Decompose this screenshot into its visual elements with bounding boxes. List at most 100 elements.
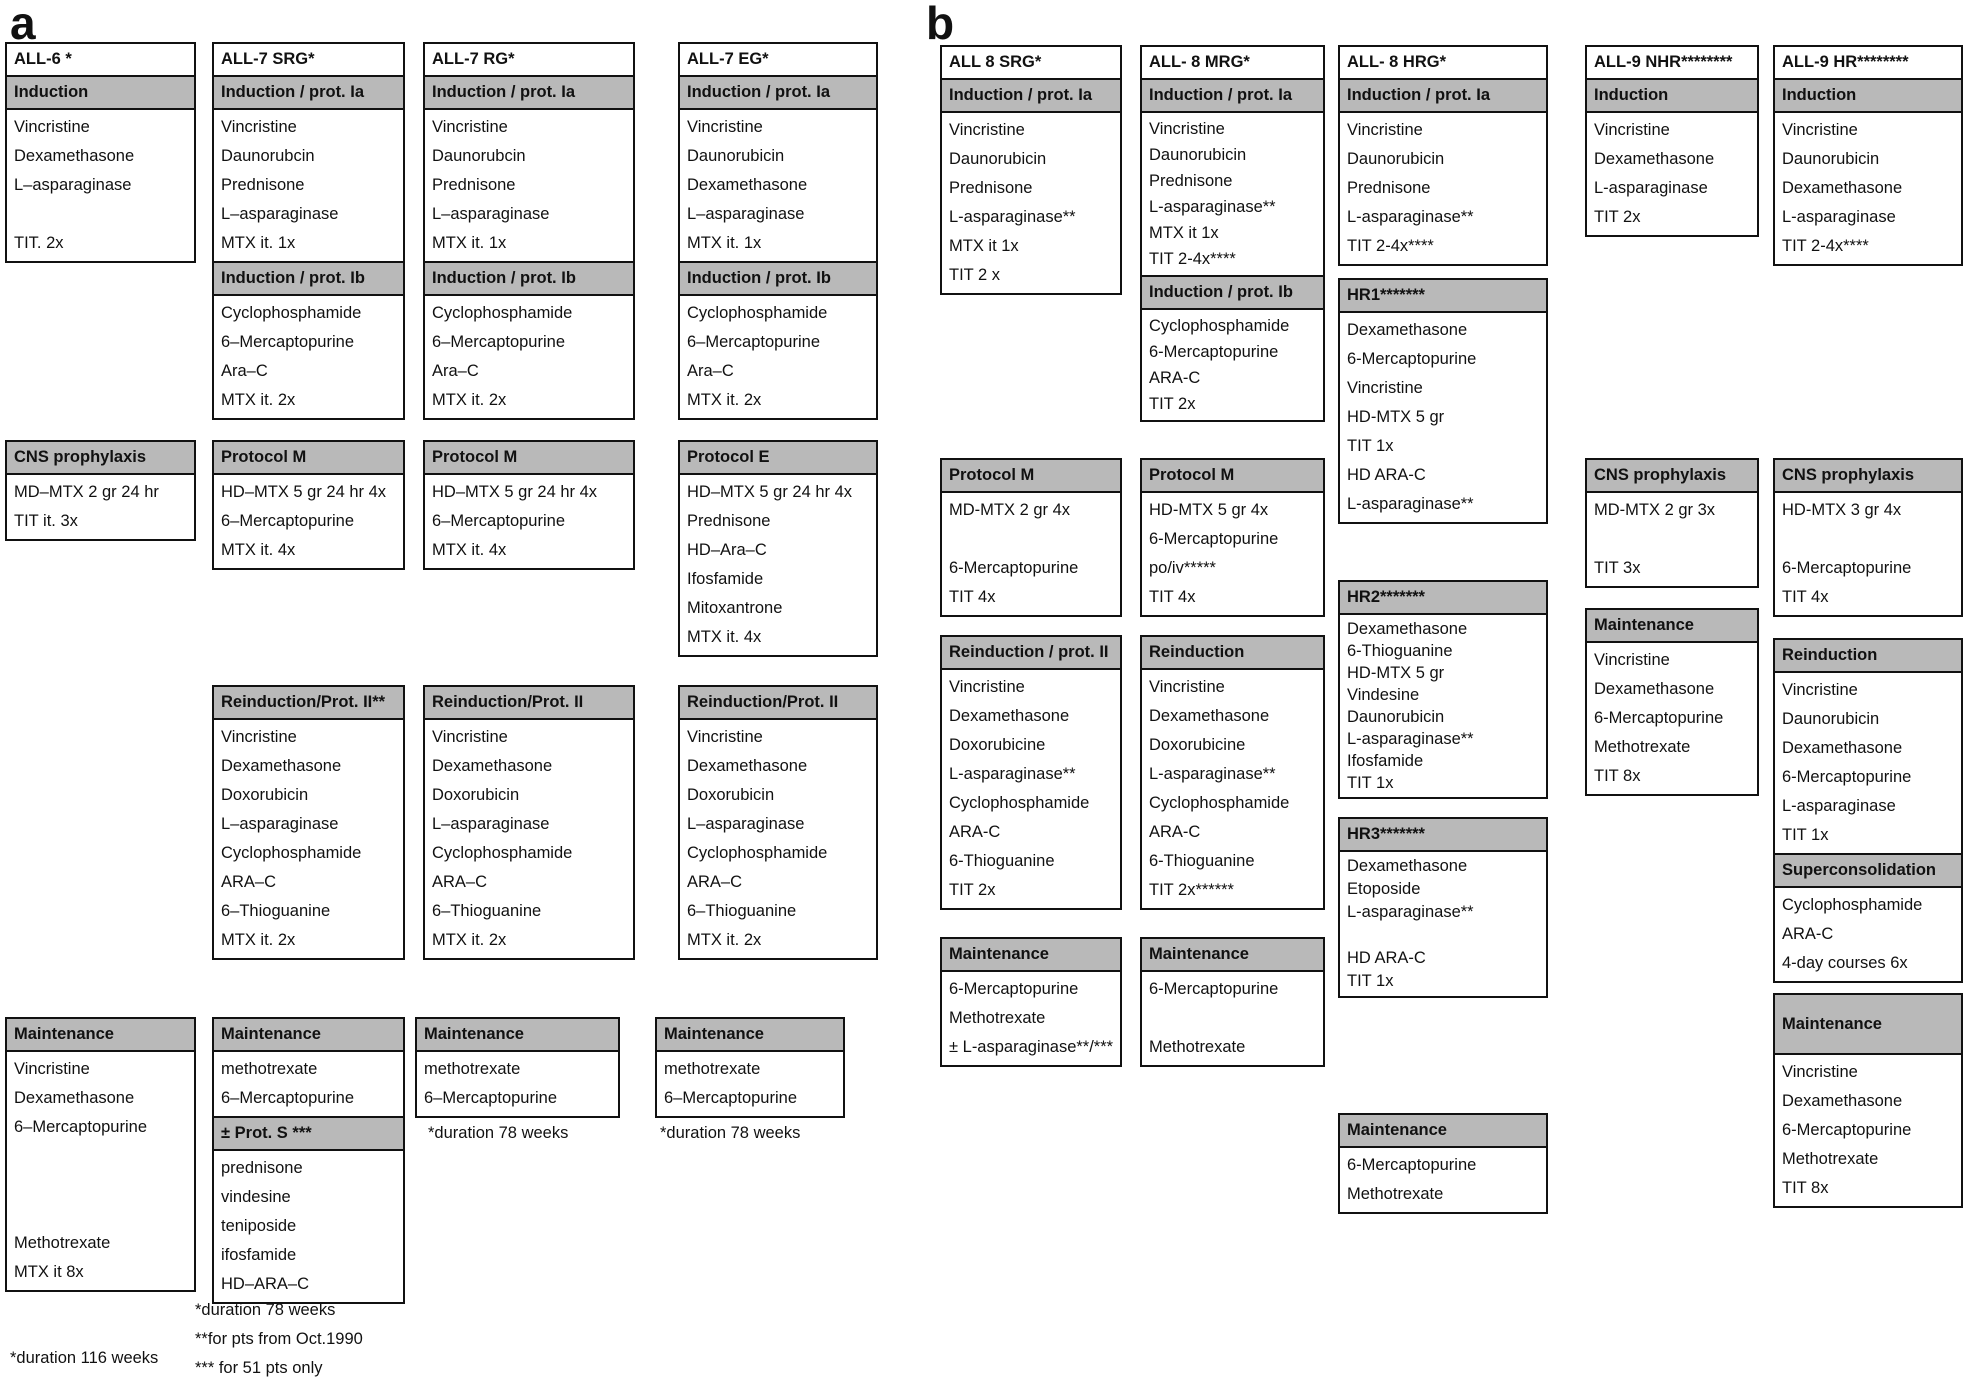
drug-row: methotrexate <box>221 1060 318 1078</box>
drug-row: ARA–C <box>432 873 488 891</box>
drug-row: Methotrexate <box>1149 1038 1246 1056</box>
protocol-title: ALL- 8 HRG* <box>1347 53 1446 71</box>
drug-row: HD ARA-C <box>1347 949 1426 967</box>
drug-row: Vincristine <box>1594 121 1670 139</box>
drug-row: L-asparaginase <box>1782 208 1896 226</box>
drug-row: TIT 2-4x**** <box>1149 250 1236 268</box>
drug-row: Dexamethasone <box>1782 739 1903 757</box>
drug-row: TIT 2 x <box>949 266 1001 284</box>
drug-row: Doxorubicin <box>432 786 520 804</box>
phase-header: Protocol M <box>942 460 1120 491</box>
drug-list: HD–MTX 5 gr 24 hr 4x 6–Mercaptopurine MTX … <box>214 473 403 568</box>
protocol-title: ALL-7 RG* <box>432 50 515 68</box>
drug-row: L–asparaginase <box>432 815 550 833</box>
spacer-row <box>7 1200 194 1229</box>
box-all8-mrg-reinduction: Reinduction Vincristine Dexamethasone Doxor… <box>1140 635 1325 910</box>
drug-row: ARA–C <box>221 873 277 891</box>
drug-row: Dexamethasone <box>1347 321 1468 339</box>
drug-row: Ara–C <box>687 362 734 380</box>
drug-row: Daunorubcin <box>432 147 526 165</box>
drug-row: 6–Mercaptopurine <box>424 1089 557 1107</box>
drug-row: 6–Mercaptopurine <box>221 333 354 351</box>
drug-row: methotrexate <box>664 1060 761 1078</box>
phase-header: Maintenance <box>657 1019 843 1050</box>
drug-row: Cyclophosphamide <box>432 844 573 862</box>
drug-row: 6-Thioguanine <box>1347 642 1453 660</box>
drug-row: L-asparaginase** <box>949 765 1076 783</box>
box-all7-rg-protocol-m: Protocol M HD–MTX 5 gr 24 hr 4x 6–Mercapto… <box>423 440 635 570</box>
drug-row: TIT 3x <box>1594 559 1641 577</box>
drug-row: Vincristine <box>221 728 297 746</box>
drug-row: Dexamethasone <box>1347 857 1468 875</box>
phase-header: Induction / prot. Ib <box>1142 275 1323 308</box>
phase-header: Protocol M <box>214 442 403 473</box>
drug-row: Cyclophosphamide <box>221 844 362 862</box>
drug-list: HD–MTX 5 gr 24 hr 4x 6–Mercaptopurine MTX … <box>425 473 633 568</box>
drug-row: Ara–C <box>432 362 479 380</box>
protocol-title: ALL-6 * <box>14 50 72 68</box>
drug-row: Prednisone <box>221 176 305 194</box>
spacer-row <box>942 525 1120 554</box>
box-all8-hrg-hr2: HR2******* Dexamethasone 6-Thioguanine HD-M… <box>1338 580 1548 799</box>
drug-list: Vincristine Dexamethasone L-asparaginase TI… <box>1587 111 1757 235</box>
drug-row: Vincristine <box>687 728 763 746</box>
drug-row: Dexamethasone <box>1347 620 1468 638</box>
drug-row: MTX it 1x <box>1149 224 1219 242</box>
drug-row: ARA–C <box>687 873 743 891</box>
drug-row: Dexamethasone <box>14 1089 135 1107</box>
drug-row: Dexamethasone <box>432 757 553 775</box>
drug-list: Vincristine Dexamethasone Doxorubicin L–asp… <box>425 718 633 958</box>
drug-list: 6-Mercaptopurine Methotrexate ± L-asparagi… <box>942 970 1120 1065</box>
drug-row: Dexamethasone <box>14 147 135 165</box>
panel-label-a: a <box>10 0 36 49</box>
phase-header: Maintenance <box>942 939 1120 970</box>
drug-list: Vincristine Dexamethasone 6-Mercaptopurine… <box>1587 641 1757 794</box>
drug-row: Daunorubicin <box>1149 146 1247 164</box>
drug-row: 6-Mercaptopurine <box>1149 530 1279 548</box>
drug-row: Vincristine <box>687 118 763 136</box>
drug-list: Vincristine Daunorubicin Prednisone L-aspar… <box>942 111 1120 293</box>
box-all8-srg-maintenance: Maintenance 6-Mercaptopurine Methotrexate ±… <box>940 937 1122 1067</box>
drug-list: MD-MTX 2 gr 4x 6-Mercaptopurine TIT 4x <box>942 491 1120 615</box>
phase-header: Induction / prot. Ia <box>214 75 403 108</box>
drug-list: Cyclophosphamide 6-Mercaptopurine ARA-C TIT… <box>1142 308 1323 420</box>
phase-header: Reinduction/Prot. II** <box>214 687 403 718</box>
drug-row: MD-MTX 2 gr 4x <box>949 501 1071 519</box>
drug-row: Vincristine <box>1594 651 1670 669</box>
phase-header: Superconsolidation <box>1775 853 1961 886</box>
drug-list: Vincristine Dexamethasone Doxorubicin L–asp… <box>214 718 403 958</box>
spacer-row <box>1775 525 1961 554</box>
phase-header: Maintenance <box>417 1019 618 1050</box>
drug-list: Dexamethasone 6-Thioguanine HD-MTX 5 gr Vin… <box>1340 613 1546 797</box>
drug-row: L-asparaginase** <box>1347 208 1474 226</box>
drug-row: 6-Thioguanine <box>949 852 1055 870</box>
drug-row: teniposide <box>221 1217 297 1235</box>
box-all7-srg-protocol-m: Protocol M HD–MTX 5 gr 24 hr 4x 6–Mercapto… <box>212 440 405 570</box>
box-all7-rg-maintenance: Maintenance methotrexate 6–Mercaptopurine <box>415 1017 620 1118</box>
drug-row: MTX it. 2x <box>687 391 762 409</box>
drug-row: TIT 4x <box>949 588 996 606</box>
drug-list: HD-MTX 5 gr 4x 6-Mercaptopurine po/iv*****… <box>1142 491 1323 615</box>
drug-row: TIT 1x <box>1347 774 1394 792</box>
drug-row: HD-MTX 5 gr <box>1347 408 1445 426</box>
drug-row: Vincristine <box>949 678 1025 696</box>
drug-row: TIT it. 3x <box>14 512 78 530</box>
phase-header: Induction <box>1775 78 1961 111</box>
drug-row: Dexamethasone <box>1149 707 1270 725</box>
drug-row: Cyclophosphamide <box>949 794 1090 812</box>
phase-header: Induction / prot. Ia <box>1142 78 1323 111</box>
drug-row: ± L-asparaginase**/*** <box>949 1038 1114 1056</box>
box-all7-eg-maintenance: Maintenance methotrexate 6–Mercaptopurine <box>655 1017 845 1118</box>
drug-row: 6–Thioguanine <box>221 902 331 920</box>
box-all8-mrg-maintenance: Maintenance 6-Mercaptopurine Methotrexate <box>1140 937 1325 1067</box>
phase-header: HR3******* <box>1340 819 1546 850</box>
drug-row: Prednisone <box>1347 179 1431 197</box>
footnote: *duration 78 weeks <box>428 1124 569 1142</box>
drug-row: 6–Thioguanine <box>432 902 542 920</box>
drug-row: TIT 1x <box>1782 826 1829 844</box>
drug-list: Cyclophosphamide 6–Mercaptopurine Ara–C MTX… <box>425 294 633 418</box>
footnote: *duration 116 weeks <box>10 1349 159 1367</box>
drug-row: MTX it. 2x <box>221 931 296 949</box>
drug-row: Vincristine <box>1347 379 1423 397</box>
drug-row: 6-Mercaptopurine <box>1149 980 1279 998</box>
